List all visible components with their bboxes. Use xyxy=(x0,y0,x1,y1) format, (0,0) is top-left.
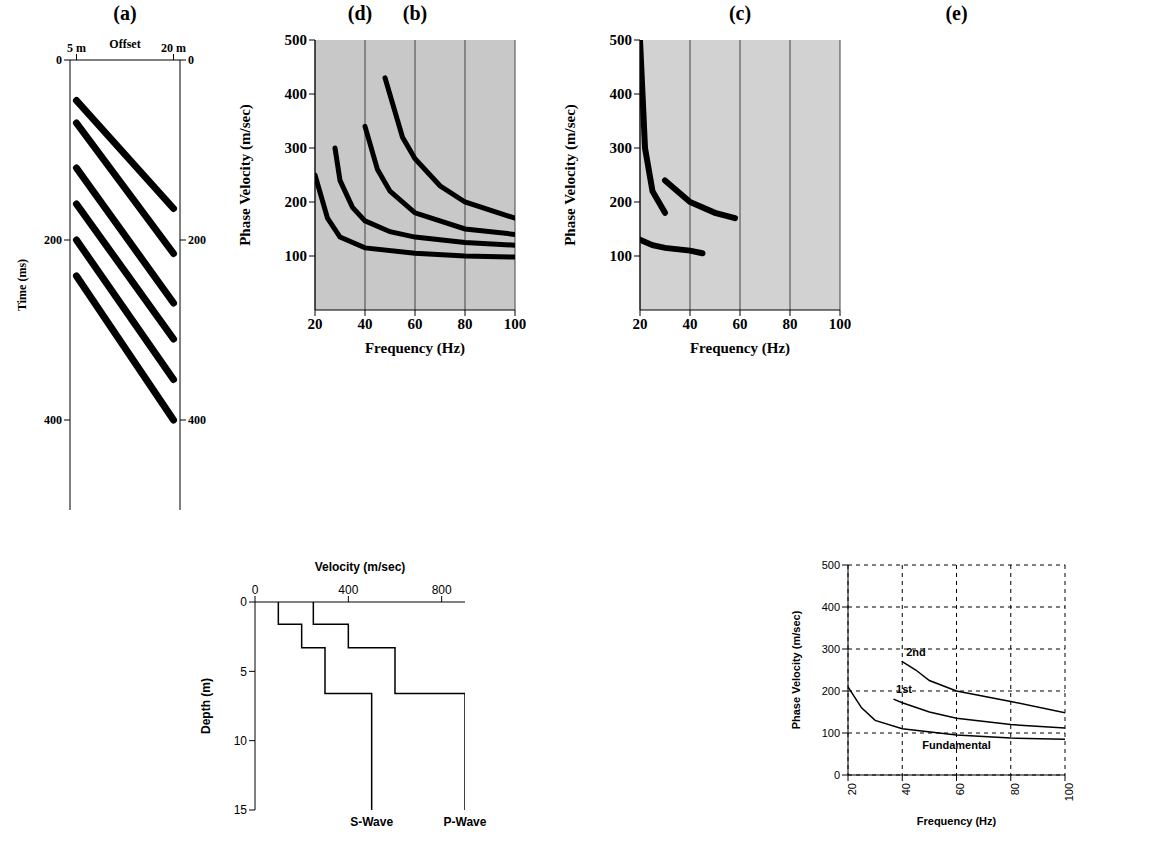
svg-text:100: 100 xyxy=(285,248,308,264)
html-text:Frequency (Hz): Frequency (Hz) xyxy=(916,815,997,827)
svg-text:40: 40 xyxy=(683,316,698,332)
svg-text:500: 500 xyxy=(285,32,308,48)
html-text:Velocity (m/sec): Velocity (m/sec) xyxy=(314,560,406,574)
html-text:(a): (a) xyxy=(113,2,137,24)
svg-text:20 m: 20 m xyxy=(161,41,186,55)
svg-text:800: 800 xyxy=(432,583,452,597)
html-text:Depth (m): Depth (m) xyxy=(199,678,213,734)
svg-text:100: 100 xyxy=(829,316,852,332)
html-text:Phase Velocity (m/sec): Phase Velocity (m/sec) xyxy=(789,610,802,730)
html-text:(e): (e) xyxy=(945,2,968,24)
svg-text:15: 15 xyxy=(234,803,248,817)
svg-text:P-Wave: P-Wave xyxy=(444,815,487,829)
svg-text:400: 400 xyxy=(285,86,308,102)
svg-text:1st: 1st xyxy=(896,683,912,695)
svg-text:400: 400 xyxy=(338,583,358,597)
svg-text:60: 60 xyxy=(408,316,423,332)
svg-text:0: 0 xyxy=(252,583,259,597)
svg-text:100: 100 xyxy=(822,727,840,739)
svg-text:400: 400 xyxy=(610,86,633,102)
svg-text:20: 20 xyxy=(633,316,648,332)
svg-text:500: 500 xyxy=(822,559,840,571)
html-text:(d): (d) xyxy=(347,2,373,24)
svg-text:80: 80 xyxy=(783,316,798,332)
svg-text:200: 200 xyxy=(822,685,840,697)
svg-text:300: 300 xyxy=(822,643,840,655)
svg-text:0: 0 xyxy=(56,53,62,67)
html-text:Offset: Offset xyxy=(109,37,141,51)
svg-text:40: 40 xyxy=(358,316,373,332)
svg-text:60: 60 xyxy=(954,783,966,795)
svg-text:500: 500 xyxy=(610,32,633,48)
html-text:(c): (c) xyxy=(728,2,752,24)
svg-text:200: 200 xyxy=(188,233,206,247)
svg-text:100: 100 xyxy=(1063,783,1075,801)
html-text:Phase Velocity (m/sec): Phase Velocity (m/sec) xyxy=(236,104,253,246)
svg-text:400: 400 xyxy=(44,413,62,427)
svg-text:S-Wave: S-Wave xyxy=(350,815,393,829)
svg-text:10: 10 xyxy=(234,734,248,748)
svg-text:40: 40 xyxy=(900,783,912,795)
svg-text:400: 400 xyxy=(188,413,206,427)
svg-text:20: 20 xyxy=(846,783,858,795)
svg-text:5 m: 5 m xyxy=(67,41,86,55)
svg-text:200: 200 xyxy=(285,194,308,210)
svg-text:400: 400 xyxy=(822,601,840,613)
svg-text:0: 0 xyxy=(240,595,247,609)
svg-text:100: 100 xyxy=(504,316,527,332)
svg-text:80: 80 xyxy=(1009,783,1021,795)
svg-text:5: 5 xyxy=(240,665,247,679)
svg-text:2nd: 2nd xyxy=(906,646,926,658)
svg-text:0: 0 xyxy=(188,53,194,67)
html-text:Time (ms): Time (ms) xyxy=(15,258,29,312)
svg-text:60: 60 xyxy=(733,316,748,332)
svg-text:200: 200 xyxy=(610,194,633,210)
svg-text:300: 300 xyxy=(285,140,308,156)
svg-text:300: 300 xyxy=(610,140,633,156)
html-text:Frequency (Hz): Frequency (Hz) xyxy=(364,340,466,356)
svg-text:100: 100 xyxy=(610,248,633,264)
svg-text:80: 80 xyxy=(458,316,473,332)
svg-text:200: 200 xyxy=(44,233,62,247)
html-text:Phase Velocity (m/sec): Phase Velocity (m/sec) xyxy=(561,104,578,246)
svg-text:0: 0 xyxy=(834,769,840,781)
svg-text:Fundamental: Fundamental xyxy=(922,739,990,751)
svg-text:20: 20 xyxy=(308,316,323,332)
html-text:(b): (b) xyxy=(402,2,428,24)
html-text:Frequency (Hz): Frequency (Hz) xyxy=(689,340,791,356)
